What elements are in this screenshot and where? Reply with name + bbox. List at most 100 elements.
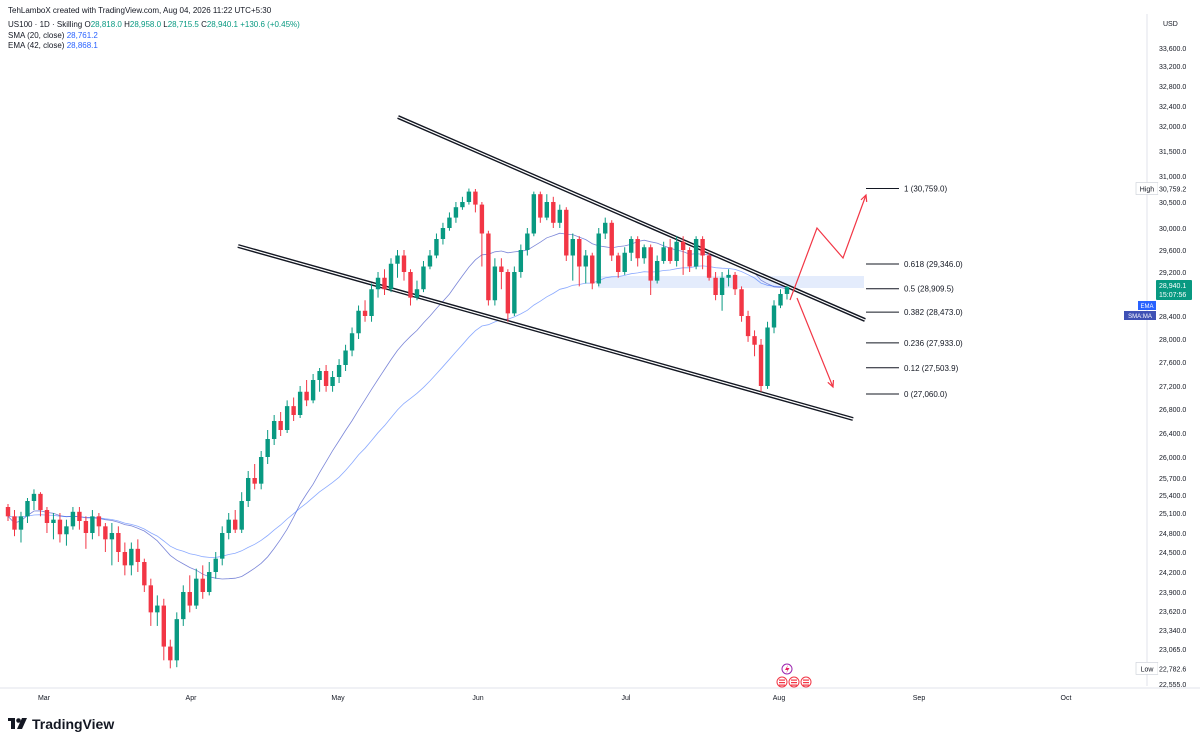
candle-body [31,493,37,501]
candle-body [732,274,738,290]
candle [661,241,666,264]
candle [135,539,141,572]
low-tag-label: Low [1141,666,1155,673]
candle-body [142,562,147,586]
candle-body [570,239,575,256]
candle [635,236,640,267]
fib-level-label: 0.382 (28,473.0) [904,308,963,317]
price-tick-label: 30,000.0 [1159,226,1186,233]
candles [5,188,790,669]
flag-stripe [803,682,809,684]
candle [44,507,50,533]
price-tick-label: 26,800.0 [1159,407,1186,414]
sma-legend[interactable]: SMA (20, close) 28,761.2 [8,31,98,40]
candle [12,510,17,537]
tradingview-logo-icon [8,718,27,729]
candle [492,258,498,306]
us-flag-icon [800,676,812,688]
candle-body [96,516,102,527]
candle [375,272,381,298]
candle-body [38,493,43,510]
candle-body [258,457,264,484]
candle [577,236,582,287]
candle-body [648,247,653,281]
candle-body [635,239,640,259]
candle [155,595,160,626]
flag-stripe [779,682,785,684]
price-tick-label: 28,000.0 [1159,337,1186,344]
candle-body [629,239,634,253]
candle [220,526,225,566]
candle [148,578,154,626]
candle [349,327,355,357]
candle [252,464,257,490]
candle [421,261,426,293]
candle-body [200,578,205,592]
us-flag-icon [776,676,788,688]
candle-body [103,526,108,540]
candle-body [239,501,244,530]
candle-body [518,250,524,272]
candle [265,430,270,464]
candle-body [12,516,17,530]
ohlc-legend[interactable]: US100 · 1D · Skilling O28,818.0 H28,958.… [8,20,300,29]
fib-level-label: 0.12 (27,503.9) [904,364,959,373]
candle [245,471,251,507]
candle-body [596,233,601,284]
ema-legend[interactable]: EMA (42, close) 28,868.1 [8,41,98,50]
candle-body [310,380,316,401]
symbol[interactable]: US100 · 1D · Skilling [8,20,83,29]
candle-body [486,233,491,301]
candle-body [70,511,76,527]
candle [388,258,394,293]
candle-body [434,239,439,256]
candle-body [577,239,582,267]
time-tick-label: Jun [472,695,483,702]
candle [233,510,238,533]
candle [5,504,11,521]
price-tick-label: 26,400.0 [1159,431,1186,438]
candle [706,252,712,281]
bullish-projection-arrow [789,194,867,301]
time-tick-label: May [331,695,345,702]
c-label: C [201,20,207,29]
candle-body [440,228,446,239]
candle [38,492,43,517]
candle-body [297,391,303,415]
candle-body [64,526,69,535]
candle [752,330,757,357]
high-tag: High 30,759.2 [1135,182,1196,195]
candle-body [265,439,270,457]
candle [31,489,37,510]
candle-body [304,391,309,401]
candle [447,212,452,231]
candle-body [758,344,764,386]
price-tick-label: 22,555.0 [1159,682,1186,689]
candle-body [687,250,692,267]
last-price-badge: 28,940.1 15:07:56 [1156,279,1192,300]
candle-body [408,272,413,298]
flag-stripe [779,684,785,686]
candle [414,280,420,301]
l-label: L [163,20,168,29]
fib-level-label: 0 (27,060.0) [904,390,947,399]
candle [739,286,744,322]
candle [174,612,179,668]
candle-body [505,272,511,314]
candle [440,222,446,245]
candle-body [375,277,381,290]
candle-body [226,519,231,533]
sma-value: 28,761.2 [66,31,98,40]
candle [531,191,537,237]
candle-body [181,592,186,620]
candle [687,247,692,272]
candle [713,272,718,301]
o-value: 28,818.0 [90,20,122,29]
candle-body [90,516,95,533]
candle [473,189,478,213]
fib-zone-rect [598,276,864,288]
candle-body [719,277,725,295]
candle [622,247,627,275]
price-axis: 33,600.0 33,200.0 32,800.0 32,400.0 32,000.0… [1124,14,1196,689]
